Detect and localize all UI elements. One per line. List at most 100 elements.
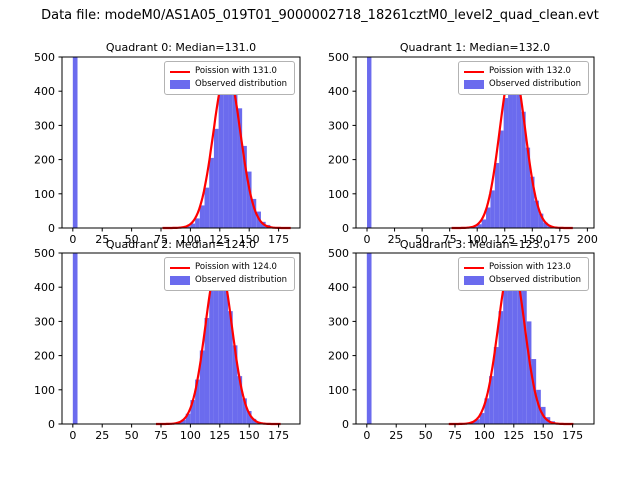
histogram-bar [204,187,210,228]
histogram-bar [498,311,504,424]
histogram-bar [181,419,186,424]
poisson-line-swatch [464,266,484,269]
histogram-bar [479,413,485,424]
histogram-bar [251,198,257,228]
legend-quadrant-0: Poission with 131.0 Observed distributio… [164,61,295,95]
x-tick-label: 25 [95,429,109,442]
legend-row: Observed distribution [170,274,289,287]
x-tick-label: 150 [239,429,260,442]
histogram-bar [237,376,243,424]
histogram-bar [72,57,78,228]
histogram-bar [367,57,372,228]
y-tick-label: 100 [34,384,55,397]
histogram-bar [516,80,522,228]
histogram-bar [543,222,548,228]
x-tick-label: 175 [268,233,289,246]
x-tick-label: 25 [388,233,402,246]
legend-label-poisson: Poission with 123.0 [489,262,571,272]
y-tick-label: 200 [34,350,55,363]
histogram-bar [185,226,191,228]
legend-label-observed: Observed distribution [489,79,582,89]
x-tick-label: 50 [125,429,139,442]
y-tick-label: 500 [34,247,55,260]
y-tick-label: 400 [34,281,55,294]
observed-patch-swatch [170,276,190,285]
histogram-bar [223,72,229,228]
histogram-bar [190,223,196,228]
histogram-bar [213,128,219,228]
poisson-line-swatch [464,70,484,73]
y-tick-label: 400 [328,85,349,98]
x-tick-label: 75 [154,429,168,442]
y-tick-label: 300 [328,315,349,328]
histogram-bar [531,359,537,424]
x-tick-label: 25 [95,233,109,246]
histogram-bar [223,276,229,424]
legend-label-poisson: Poission with 131.0 [195,66,277,76]
y-tick-label: 300 [34,315,55,328]
histogram-bar [237,108,243,228]
x-tick-label: 100 [467,233,488,246]
x-tick-label: 75 [448,429,462,442]
y-tick-label: 200 [328,154,349,167]
x-tick-label: 0 [364,233,371,246]
x-tick-label: 150 [533,429,554,442]
histogram-bar [494,163,500,228]
histogram-bar [521,111,526,228]
legend-label-observed: Observed distribution [195,79,288,89]
histogram-bar [228,311,233,424]
axes-frame [355,56,595,229]
axes-frame [61,56,301,229]
legend-quadrant-2: Poission with 124.0 Observed distributio… [164,257,295,291]
histogram-bar [503,98,509,228]
x-tick-label: 100 [180,233,201,246]
x-tick-label: 125 [503,429,524,442]
y-tick-label: 300 [328,119,349,132]
x-tick-label: 0 [69,429,76,442]
histogram-bar [475,419,480,424]
histogram-bar [484,398,490,424]
histogram-bar [199,205,205,228]
observed-patch-swatch [464,276,484,285]
observed-patch-swatch [464,80,484,89]
histogram-bar [251,418,257,424]
x-tick-label: 50 [125,233,139,246]
axes-frame [355,252,595,425]
legend-label-observed: Observed distribution [489,275,582,285]
x-tick-label: 75 [443,233,457,246]
y-tick-label: 500 [328,51,349,64]
y-tick-label: 100 [328,188,349,201]
y-tick-label: 400 [328,281,349,294]
histogram-bar [209,287,214,424]
y-tick-label: 100 [328,384,349,397]
histogram-bar [512,276,518,424]
histogram-bar [209,157,214,228]
histogram-bar [218,92,224,228]
legend-row: Poission with 132.0 [464,65,583,78]
x-tick-label: 50 [415,233,429,246]
legend-row: Poission with 124.0 [170,261,289,274]
legend-label-observed: Observed distribution [195,275,288,285]
histogram-bar [190,400,196,424]
legend-row: Observed distribution [464,78,583,91]
y-tick-label: 400 [34,85,55,98]
subplot-title-quadrant-1: Quadrant 1: Median=132.0 [399,41,551,54]
y-tick-label: 200 [328,350,349,363]
y-tick-label: 0 [342,418,349,431]
legend-quadrant-1: Poission with 132.0 Observed distributio… [458,61,589,95]
y-tick-label: 500 [34,51,55,64]
legend-quadrant-3: Poission with 123.0 Observed distributio… [458,257,589,291]
histogram-bar [246,171,252,228]
y-tick-label: 200 [34,154,55,167]
histogram-bar [204,317,210,424]
histogram-bar [508,74,513,228]
x-tick-label: 100 [180,429,201,442]
histogram-bar [218,263,224,424]
x-tick-label: 150 [522,233,543,246]
histogram-bar [232,345,238,424]
y-tick-label: 100 [34,188,55,201]
histogram-bar [213,259,219,424]
histogram-bar [517,264,523,424]
legend-row: Observed distribution [464,274,583,287]
histogram-bar [72,253,78,424]
